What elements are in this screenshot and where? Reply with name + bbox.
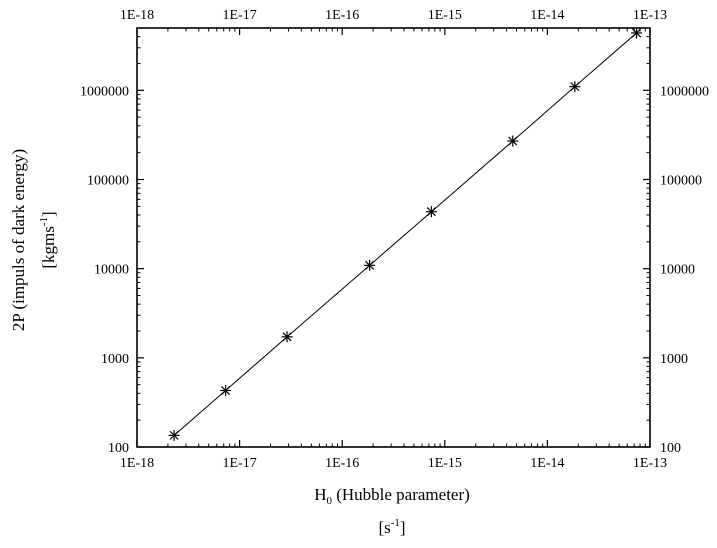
series-line [173, 32, 637, 436]
axis-ticks-layer: 1E-18 1E-18 1E-17 1E-17 1E-16 1E-16 1E-15 1E-15… [80, 8, 709, 471]
y-tick-label-right: 100 [660, 441, 681, 456]
y-tick-label-left: 10000 [94, 263, 129, 278]
x-tick-label-top: 1E-13 [633, 8, 667, 23]
x-tick-label-bottom: 1E-14 [530, 456, 564, 471]
x-tick-label-bottom: 1E-13 [633, 456, 667, 471]
x-tick-label-top: 1E-17 [222, 8, 256, 23]
plot-frame [136, 27, 651, 448]
x-tick-label-bottom: 1E-17 [222, 456, 256, 471]
data-points-layer [168, 27, 643, 441]
x-tick-label-bottom: 1E-18 [120, 456, 154, 471]
x-tick-label-bottom: 1E-16 [325, 456, 359, 471]
y-tick-label-right: 1000000 [660, 84, 709, 99]
data-point [220, 385, 232, 397]
data-point [507, 135, 519, 147]
x-tick-label-top: 1E-15 [428, 8, 462, 23]
x-tick-label-bottom: 1E-15 [428, 456, 462, 471]
plot-frame-rect [136, 27, 651, 448]
fit-line-layer [173, 32, 637, 436]
data-point [425, 206, 437, 218]
y-tick-label-right: 100000 [660, 173, 702, 188]
y-tick-label-left: 1000000 [80, 84, 129, 99]
y-tick-label-right: 10000 [660, 263, 695, 278]
data-point [569, 81, 581, 93]
y-axis-unit: [kgms-1] [38, 211, 58, 268]
x-tick-label-top: 1E-14 [530, 8, 564, 23]
x-tick-label-top: 1E-16 [325, 8, 359, 23]
y-tick-label-right: 1000 [660, 352, 688, 367]
x-axis-title: H0 (Hubble parameter) [314, 485, 470, 507]
y-axis-title: 2P (impuls of dark energy) [9, 149, 28, 331]
data-point [281, 331, 293, 343]
data-point [168, 429, 180, 441]
x-axis-unit: [s-1] [378, 517, 405, 537]
y-tick-label-left: 100000 [87, 173, 129, 188]
y-tick-label-left: 100 [108, 441, 129, 456]
data-point [364, 259, 376, 271]
x-tick-label-top: 1E-18 [120, 8, 154, 23]
y-tick-label-left: 1000 [101, 352, 129, 367]
